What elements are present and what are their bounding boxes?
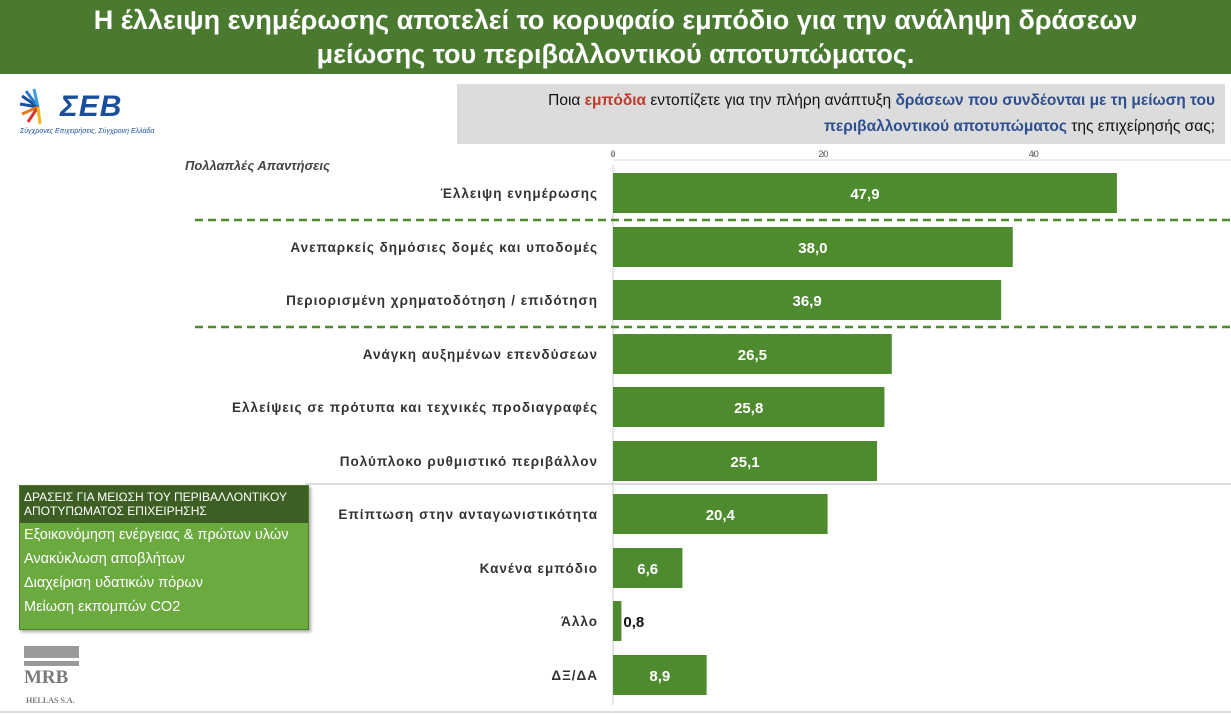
mrb-logo: MRB HELLAS S.A. [24,646,80,706]
seb-logo: ΣΕΒ Σύγχρονες Επιχειρήσεις, Σύγχρονη Ελλ… [18,88,154,140]
mrb-logo-subtext: HELLAS S.A. [26,696,75,705]
category-label: Άλλο [561,614,598,629]
category-label: Ανάγκη αυξημένων επενδύσεων [363,347,598,362]
x-tick-label: 40 [1029,149,1039,159]
seb-logo-text: ΣΕΒ [60,90,123,123]
data-label: 6,6 [637,561,658,578]
category-label: Κανένα εμπόδιο [480,561,598,576]
bar [613,655,707,695]
bar [613,601,622,641]
actions-info-item: Εξοικονόμηση ενέργειας & πρώτων υλών [24,527,289,543]
category-label: Έλλειψη ενημέρωσης [440,186,598,201]
question-highlight-actions: δράσεων που συνδέονται με τη μείωση του … [824,92,1215,135]
data-label: 26,5 [738,347,767,364]
survey-question: Ποια εμπόδια εντοπίζετε για την πλήρη αν… [457,84,1225,144]
data-label: 36,9 [792,293,821,310]
actions-info-item: Διαχείριση υδατικών πόρων [24,575,203,591]
category-label: Ανεπαρκείς δημόσιες δομές και υποδομές [290,240,598,255]
title-banner: Η έλλειψη ενημέρωσης αποτελεί το κορυφαί… [0,0,1231,74]
question-text-1: Ποια [548,92,585,109]
data-label: 25,8 [734,400,763,417]
x-tick-label: 0 [610,149,615,159]
mrb-logo-bar [24,646,79,658]
mrb-logo-bar [24,661,79,666]
data-label: 8,9 [649,668,670,685]
mrb-logo-text: MRB [24,667,69,688]
question-text-2: εντοπίζετε για την πλήρη ανάπτυξη [646,92,896,109]
seb-logo-swirl-icon [19,88,42,125]
data-label: 47,9 [850,186,879,203]
actions-info-item: Ανακύκλωση αποβλήτων [24,551,185,567]
data-label: 20,4 [706,507,736,524]
category-label: Περιορισμένη χρηματοδότηση / επιδότηση [286,293,598,308]
page-title-line-1: Η έλλειψη ενημέρωσης αποτελεί το κορυφαί… [93,5,1138,35]
bar [613,548,683,588]
bar [613,387,885,427]
data-label: 38,0 [798,240,827,257]
bar [613,227,1013,267]
page-title-line-2: μείωσης του περιβαλλοντικού αποτυπώματος… [316,39,915,69]
bar [613,280,1002,320]
data-label: 0,8 [623,614,644,631]
bar [613,441,878,481]
bar [613,173,1117,213]
category-label: Ελλείψεις σε πρότυπα και τεχνικές προδια… [232,400,598,415]
seb-logo-tagline: Σύγχρονες Επιχειρήσεις, Σύγχρονη Ελλάδα [20,128,155,135]
category-label: Πολύπλοκο ρυθμιστικό περιβάλλον [340,454,598,469]
bar [613,494,828,534]
actions-info-heading: ΔΡΑΣΕΙΣ ΓΙΑ ΜΕΙΩΣΗ ΤΟΥ ΠΕΡΙΒΑΛΛΟΝΤΙΚΟΥ Α… [20,486,308,523]
category-label: ΔΞ/ΔΑ [551,668,598,683]
multiple-answers-note: Πολλαπλές Απαντήσεις [185,158,330,173]
actions-info-box: ΔΡΑΣΕΙΣ ΓΙΑ ΜΕΙΩΣΗ ΤΟΥ ΠΕΡΙΒΑΛΛΟΝΤΙΚΟΥ Α… [19,485,309,630]
actions-info-item: Μείωση εκπομπών CO2 [24,599,181,615]
data-label: 25,1 [730,454,759,471]
category-label: Επίπτωση στην ανταγωνιστικότητα [338,507,598,522]
question-text-3: της επιχείρησής σας; [1066,118,1215,135]
bar [613,334,892,374]
x-tick-label: 20 [818,149,828,159]
question-highlight-obstacles: εμπόδια [584,92,647,109]
